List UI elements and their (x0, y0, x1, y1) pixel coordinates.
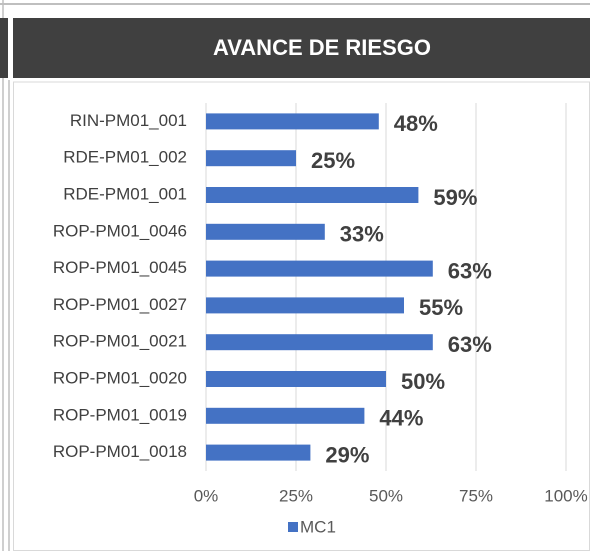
bar (206, 444, 311, 461)
chart-title: AVANCE DE RIESGO (213, 35, 431, 60)
bar (206, 334, 433, 351)
x-tick-label: 75% (459, 486, 493, 505)
x-tick-label: 50% (369, 486, 403, 505)
bar (206, 223, 325, 240)
y-tick-label: RDE-PM01_001 (63, 184, 187, 203)
bar (206, 297, 404, 314)
legend-label: MC1 (300, 517, 336, 536)
y-tick-label: ROP-PM01_0046 (53, 221, 187, 240)
y-tick-label: ROP-PM01_0019 (53, 405, 187, 424)
data-label: 33% (340, 222, 384, 247)
y-tick-label: RIN-PM01_001 (70, 111, 187, 130)
header (13, 18, 590, 78)
data-label: 29% (325, 442, 369, 467)
data-label: 50% (401, 369, 445, 394)
x-tick-label: 25% (279, 486, 313, 505)
y-tick-label: ROP-PM01_0021 (53, 332, 187, 351)
data-label: 48% (394, 111, 438, 136)
y-tick-label: ROP-PM01_0027 (53, 295, 187, 314)
data-label: 59% (433, 185, 477, 210)
data-label: 63% (448, 258, 492, 283)
data-label: 63% (448, 332, 492, 357)
y-tick-label: ROP-PM01_0045 (53, 258, 187, 277)
bar (206, 407, 365, 424)
data-label: 25% (311, 148, 355, 173)
bar (206, 187, 419, 203)
header-edge (0, 18, 8, 78)
bar (206, 113, 379, 130)
bar (206, 260, 433, 277)
y-tick-label: ROP-PM01_0018 (53, 442, 187, 461)
bar (206, 371, 386, 387)
bar (206, 150, 296, 167)
x-tick-label: 0% (194, 486, 219, 505)
legend-swatch (288, 522, 298, 532)
data-label: 44% (379, 406, 423, 431)
y-tick-label: ROP-PM01_0020 (53, 368, 187, 387)
data-label: 55% (419, 295, 463, 320)
y-tick-label: RDE-PM01_002 (63, 148, 187, 167)
x-tick-label: 100% (544, 486, 587, 505)
